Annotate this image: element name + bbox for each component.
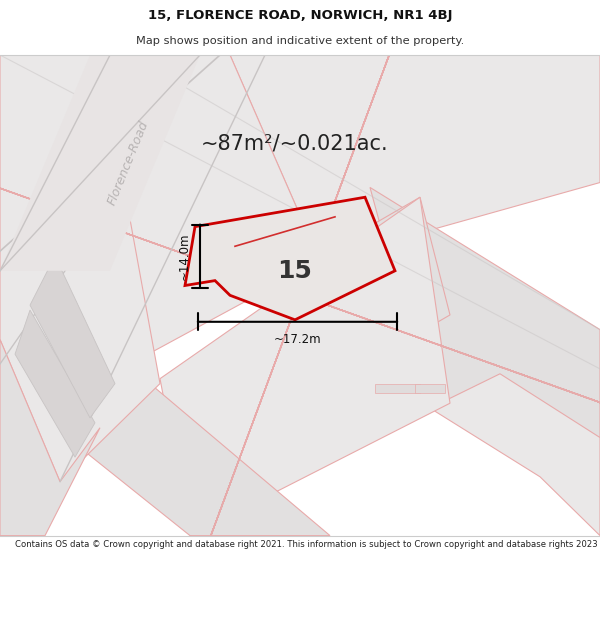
Polygon shape [160, 198, 450, 536]
Polygon shape [0, 55, 320, 364]
Polygon shape [15, 310, 95, 457]
Polygon shape [430, 374, 600, 536]
Polygon shape [375, 384, 420, 393]
Polygon shape [30, 256, 115, 418]
Text: Map shows position and indicative extent of the property.: Map shows position and indicative extent… [136, 36, 464, 46]
Text: 15, FLORENCE ROAD, NORWICH, NR1 4BJ: 15, FLORENCE ROAD, NORWICH, NR1 4BJ [148, 9, 452, 22]
Polygon shape [230, 55, 600, 261]
Text: Florence-Road: Florence-Road [105, 119, 151, 207]
Polygon shape [185, 198, 395, 320]
Text: ~87m²/~0.021ac.: ~87m²/~0.021ac. [201, 133, 389, 153]
Polygon shape [0, 55, 160, 482]
Polygon shape [415, 384, 445, 393]
Polygon shape [0, 339, 100, 536]
Polygon shape [310, 198, 450, 379]
Polygon shape [0, 55, 200, 271]
Polygon shape [0, 384, 330, 536]
Text: ~17.2m: ~17.2m [274, 333, 322, 346]
Text: ~14.0m: ~14.0m [178, 232, 191, 280]
Polygon shape [370, 188, 600, 438]
Text: Contains OS data © Crown copyright and database right 2021. This information is : Contains OS data © Crown copyright and d… [15, 540, 600, 549]
Text: 15: 15 [278, 259, 313, 282]
